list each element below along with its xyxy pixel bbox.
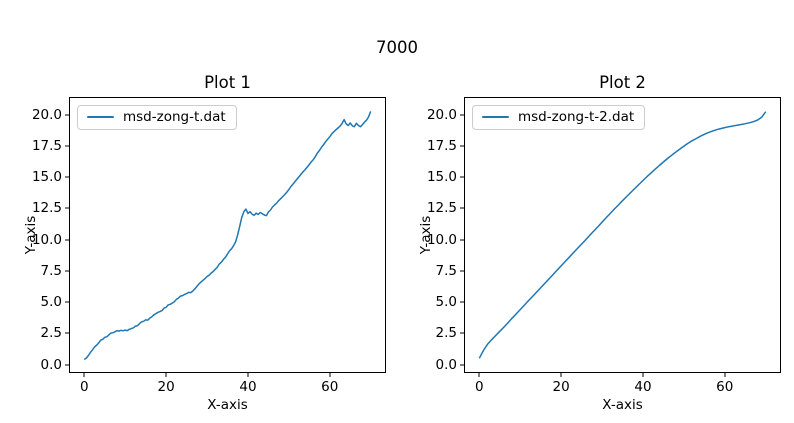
y-tick-label: 7.5 xyxy=(40,262,62,279)
x-tick-mark xyxy=(478,373,480,377)
x-tick-label: 0 xyxy=(80,379,89,395)
x-tick-mark xyxy=(83,373,85,377)
y-tick-mark xyxy=(460,301,464,303)
x-tick-mark xyxy=(165,373,167,377)
y-tick-mark xyxy=(65,301,69,303)
y-tick-mark xyxy=(460,114,464,116)
plot-2-line-chart xyxy=(478,111,767,359)
x-tick-label: 60 xyxy=(716,379,734,395)
x-tick-label: 40 xyxy=(239,379,257,395)
x-tick-mark xyxy=(724,373,726,377)
y-tick-label: 0.0 xyxy=(40,356,62,373)
plot-2-xaxis-label: X-axis xyxy=(602,397,643,413)
x-tick-label: 60 xyxy=(321,379,339,395)
y-tick-label: 10.0 xyxy=(426,231,457,248)
legend-series-label: msd-zong-t-2.dat xyxy=(518,109,635,125)
y-tick-mark xyxy=(65,176,69,178)
legend-line-swatch xyxy=(482,116,509,119)
plot-1-axes: Plot 1 msd-zong-t.dat X-axis Y-axis 0 20 4… xyxy=(23,73,386,413)
y-tick-mark xyxy=(65,364,69,365)
y-tick-mark xyxy=(460,176,464,178)
legend-line-swatch xyxy=(87,116,114,119)
y-tick-label: 17.5 xyxy=(426,138,457,155)
y-tick-mark xyxy=(65,114,69,116)
y-tick-mark xyxy=(65,270,69,272)
y-tick-mark xyxy=(460,332,464,334)
y-tick-label: 10.0 xyxy=(31,231,62,248)
x-tick-mark xyxy=(560,373,562,377)
x-tick-label: 20 xyxy=(157,379,175,395)
x-tick-label: 0 xyxy=(475,379,484,395)
y-tick-mark xyxy=(460,145,464,147)
plot-1-line-chart xyxy=(83,111,372,361)
y-tick-label: 7.5 xyxy=(435,262,457,279)
y-tick-mark xyxy=(65,145,69,147)
y-tick-label: 5.0 xyxy=(435,294,457,311)
plot-2-title: Plot 2 xyxy=(599,73,646,92)
x-tick-label: 20 xyxy=(552,379,570,395)
y-tick-mark xyxy=(65,332,69,334)
y-tick-label: 20.0 xyxy=(426,106,457,123)
y-tick-mark xyxy=(460,207,464,209)
x-tick-label: 40 xyxy=(634,379,652,395)
plot-1-xaxis-label: X-axis xyxy=(207,397,248,413)
y-tick-label: 2.5 xyxy=(435,325,457,342)
y-tick-label: 2.5 xyxy=(40,325,62,342)
y-tick-label: 15.0 xyxy=(31,169,62,186)
y-tick-mark xyxy=(460,270,464,272)
x-tick-mark xyxy=(329,373,331,377)
y-tick-label: 0.0 xyxy=(435,356,457,373)
y-tick-label: 12.5 xyxy=(31,200,62,217)
y-tick-label: 5.0 xyxy=(40,294,62,311)
y-tick-mark xyxy=(65,207,69,209)
y-tick-label: 12.5 xyxy=(426,200,457,217)
y-tick-label: 15.0 xyxy=(426,169,457,186)
legend-series-label: msd-zong-t.dat xyxy=(123,109,226,125)
x-tick-mark xyxy=(642,373,644,377)
plot-1-legend: msd-zong-t.dat xyxy=(77,105,237,130)
y-tick-mark xyxy=(460,364,464,365)
plot-1-title: Plot 1 xyxy=(204,73,251,92)
y-tick-mark xyxy=(65,239,69,241)
plot-2-legend: msd-zong-t-2.dat xyxy=(472,105,646,130)
x-tick-mark xyxy=(247,373,249,377)
y-tick-mark xyxy=(460,239,464,241)
y-tick-label: 17.5 xyxy=(31,138,62,155)
figure-suptitle: 7000 xyxy=(376,38,418,57)
y-tick-label: 20.0 xyxy=(31,106,62,123)
